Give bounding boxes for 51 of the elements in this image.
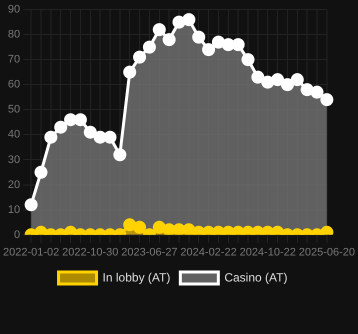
legend-label: Casino (AT) [224, 270, 288, 284]
x-tick-label: 2024-02-22 [180, 246, 237, 258]
point [84, 126, 97, 139]
point [222, 38, 235, 52]
point [232, 38, 245, 52]
point [172, 16, 186, 29]
point [172, 223, 186, 235]
y-tick-label: 80 [8, 28, 20, 41]
point [113, 148, 126, 162]
y-tick-label: 0 [14, 228, 20, 241]
point [142, 40, 156, 54]
point [261, 76, 274, 89]
point [94, 130, 107, 144]
point [34, 166, 48, 179]
point [320, 93, 334, 106]
point [162, 223, 176, 235]
point [212, 36, 225, 49]
y-tick-label: 30 [8, 154, 20, 166]
point [242, 53, 255, 66]
point [54, 120, 68, 134]
y-tick-label: 60 [8, 78, 20, 91]
x-tick-label: 2023-06-27 [121, 246, 178, 258]
y-tick-label: 10 [8, 204, 20, 216]
x-tick-label: 2022-01-02 [2, 246, 60, 258]
legend-label: In lobby (AT) [102, 270, 170, 284]
point [152, 23, 166, 36]
x-tick-label: 2025-06-20 [298, 246, 356, 258]
point [103, 130, 116, 144]
point [162, 33, 176, 46]
point [202, 43, 216, 56]
y-tick-label: 50 [8, 104, 20, 116]
y-tick-label: 20 [8, 178, 20, 191]
point [44, 130, 58, 144]
x-tick-label: 2022-10-30 [62, 246, 118, 258]
point [310, 86, 324, 99]
x-tick-label: 2024-10-22 [240, 246, 296, 258]
point [182, 223, 196, 235]
point [133, 50, 146, 64]
point [182, 13, 196, 26]
point [290, 73, 304, 86]
point [251, 70, 264, 84]
point [74, 113, 87, 126]
point [271, 73, 284, 86]
point [123, 66, 136, 79]
point [300, 83, 314, 96]
y-tick-label: 90 [8, 4, 20, 16]
y-tick-label: 70 [8, 54, 20, 66]
point [64, 113, 78, 126]
point [192, 30, 206, 44]
point [280, 78, 294, 92]
y-tick-label: 40 [8, 128, 20, 141]
